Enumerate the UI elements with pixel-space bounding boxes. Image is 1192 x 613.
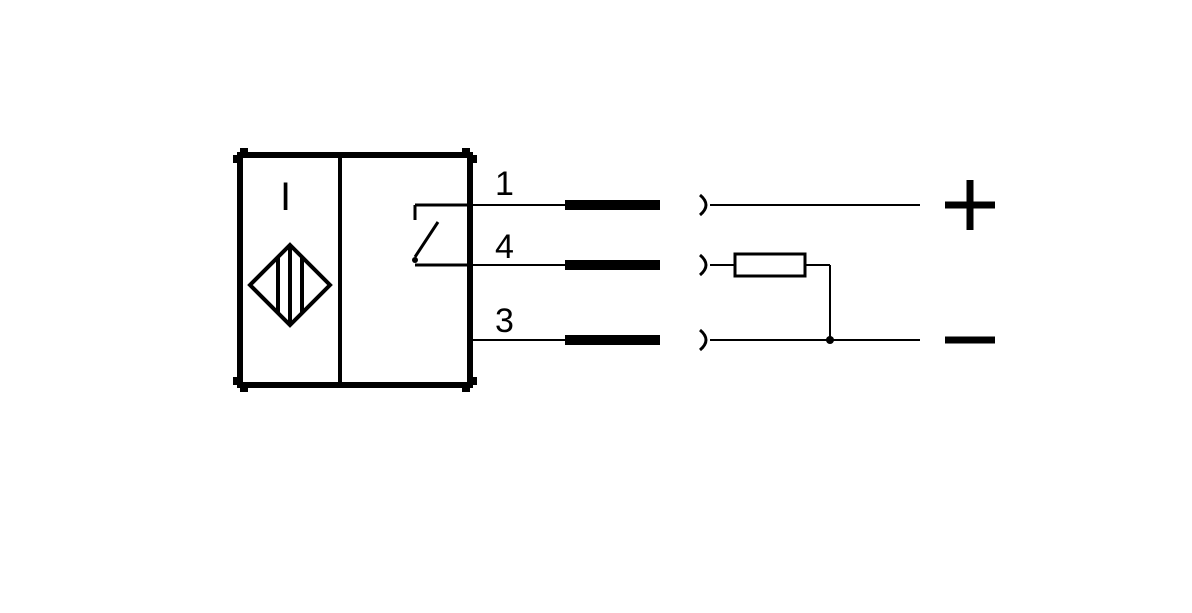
sensor-type-label: I xyxy=(280,175,291,219)
proximity-sensor-icon xyxy=(250,245,330,325)
polarity-plus-icon xyxy=(945,180,995,230)
pin-label-1: 1 xyxy=(495,165,514,203)
load-resistor xyxy=(735,254,805,276)
switch-icon xyxy=(412,205,470,265)
pin-label-4: 4 xyxy=(495,228,514,266)
pin-label-3: 3 xyxy=(495,302,514,340)
wiring-diagram: I 1 4 3 xyxy=(0,0,1192,613)
node-pin4-pin3 xyxy=(826,336,834,344)
conn-arc-3 xyxy=(700,330,706,350)
conn-arc-4 xyxy=(700,255,706,275)
sensor-box xyxy=(240,155,470,385)
conn-arc-1 xyxy=(700,195,706,215)
